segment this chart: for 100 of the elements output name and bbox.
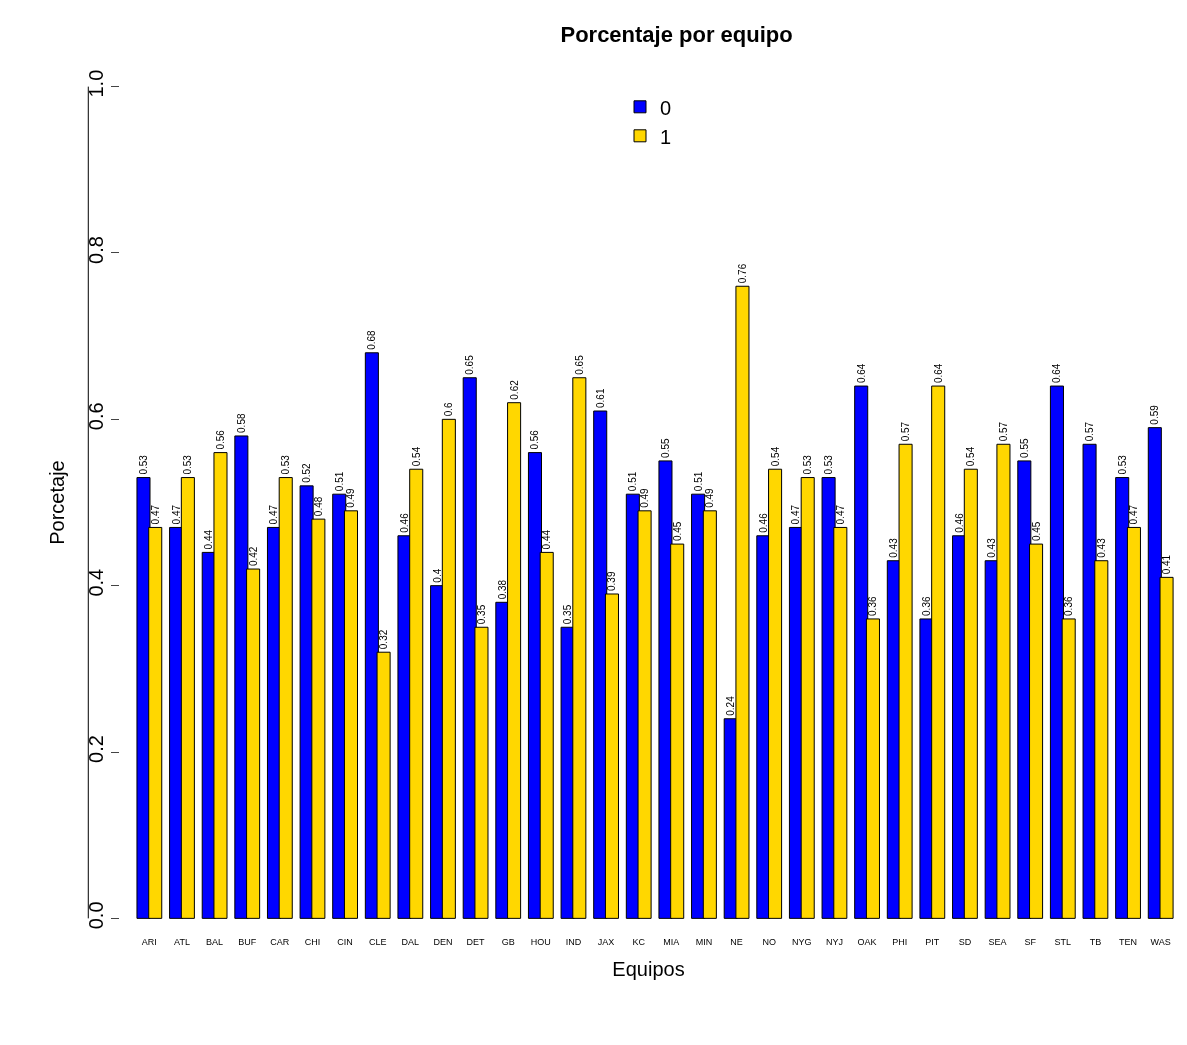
data-label: 0.57 bbox=[1084, 421, 1096, 442]
x-tick-label: STL bbox=[1054, 937, 1072, 947]
data-label: 0.49 bbox=[345, 487, 357, 508]
data-label: 0.53 bbox=[823, 454, 835, 475]
x-tick-label: ARI bbox=[141, 937, 157, 947]
y-axis-title: Porcetaje bbox=[45, 460, 68, 545]
x-tick-label: PIT bbox=[925, 937, 940, 947]
x-tick-label: NYJ bbox=[825, 937, 843, 947]
data-label: 0.47 bbox=[170, 504, 182, 525]
x-tick-label: BUF bbox=[238, 937, 257, 947]
legend-label: 0 bbox=[660, 96, 672, 119]
data-label: 0.53 bbox=[802, 454, 814, 475]
x-tick-label: KC bbox=[632, 937, 646, 947]
data-label: 0.58 bbox=[235, 413, 247, 433]
data-label: 0.57 bbox=[900, 421, 912, 442]
y-tick-label: 0.4 bbox=[85, 568, 107, 597]
data-label: 0.42 bbox=[247, 546, 259, 567]
x-tick-label: CAR bbox=[270, 937, 290, 947]
x-tick-label: JAX bbox=[597, 937, 615, 947]
chart-title: Porcentaje por equipo bbox=[560, 21, 793, 47]
data-label: 0.46 bbox=[953, 512, 965, 533]
y-tick-label: 0.8 bbox=[85, 236, 107, 264]
data-label: 0.44 bbox=[203, 529, 215, 550]
data-label: 0.65 bbox=[573, 354, 585, 375]
data-label: 0.39 bbox=[606, 571, 618, 591]
data-label: 0.64 bbox=[1051, 363, 1063, 384]
data-label: 0.59 bbox=[1149, 404, 1161, 425]
data-label: 0.52 bbox=[301, 462, 313, 483]
x-tick-label: HOU bbox=[530, 937, 551, 947]
x-tick-label: NO bbox=[762, 937, 776, 947]
data-label: 0.53 bbox=[1116, 454, 1128, 475]
data-label: 0.53 bbox=[280, 454, 292, 475]
x-tick-label: CIN bbox=[337, 937, 353, 947]
data-label: 0.68 bbox=[366, 329, 378, 350]
x-tick-label: ATL bbox=[174, 937, 190, 947]
y-tick-label: 0.6 bbox=[85, 402, 107, 431]
x-tick-label: PHI bbox=[892, 937, 908, 947]
data-label: 0.49 bbox=[639, 487, 651, 508]
data-label: 0.47 bbox=[149, 504, 161, 525]
y-tick-label: 0.2 bbox=[85, 735, 107, 763]
data-label: 0.43 bbox=[986, 537, 998, 558]
data-label: 0.36 bbox=[920, 596, 932, 616]
data-label: 0.24 bbox=[725, 695, 737, 716]
x-tick-label: BAL bbox=[206, 937, 224, 947]
data-label: 0.64 bbox=[855, 363, 867, 384]
data-label: 0.44 bbox=[541, 529, 553, 550]
data-label: 0.54 bbox=[769, 446, 781, 467]
x-tick-label: SEA bbox=[988, 937, 1007, 947]
x-tick-label: NYG bbox=[792, 937, 812, 947]
data-label: 0.4 bbox=[431, 568, 443, 583]
data-label: 0.57 bbox=[997, 421, 1009, 442]
data-label: 0.51 bbox=[692, 471, 704, 492]
data-label: 0.76 bbox=[736, 263, 748, 284]
x-tick-label: SD bbox=[958, 937, 972, 947]
x-tick-label: OAK bbox=[857, 937, 877, 947]
data-label: 0.62 bbox=[508, 379, 520, 400]
data-label: 0.65 bbox=[464, 354, 476, 375]
x-tick-label: NE bbox=[730, 937, 743, 947]
x-tick-label: IND bbox=[565, 937, 582, 947]
x-tick-label: TB bbox=[1089, 937, 1102, 947]
y-tick-label: 0.0 bbox=[85, 901, 107, 930]
x-tick-label: MIN bbox=[695, 937, 713, 947]
data-label: 0.43 bbox=[888, 537, 900, 558]
data-label: 0.47 bbox=[1128, 504, 1140, 525]
data-label: 0.36 bbox=[1063, 596, 1075, 616]
x-tick-label: CHI bbox=[304, 937, 321, 947]
x-axis-title: Equipos bbox=[612, 957, 685, 980]
data-label: 0.56 bbox=[529, 429, 541, 450]
data-label: 0.55 bbox=[1018, 438, 1030, 458]
data-label: 0.32 bbox=[378, 629, 390, 650]
data-label: 0.41 bbox=[1161, 554, 1173, 575]
data-label: 0.35 bbox=[475, 604, 487, 625]
data-label: 0.35 bbox=[562, 604, 574, 625]
data-label: 0.53 bbox=[182, 454, 194, 475]
data-label: 0.47 bbox=[268, 504, 280, 525]
data-label: 0.53 bbox=[137, 454, 149, 475]
data-label: 0.45 bbox=[1030, 521, 1042, 542]
data-label: 0.36 bbox=[867, 596, 879, 616]
data-label: 0.51 bbox=[333, 471, 345, 492]
data-label: 0.54 bbox=[965, 446, 977, 467]
x-tick-label: SF bbox=[1024, 937, 1037, 947]
data-label: 0.6 bbox=[443, 401, 455, 417]
x-tick-label: GB bbox=[501, 937, 515, 947]
x-tick-label: TEN bbox=[1119, 937, 1138, 947]
data-label: 0.49 bbox=[704, 487, 716, 508]
x-tick-label: CLE bbox=[368, 937, 387, 947]
y-tick-label: 1.0 bbox=[85, 69, 107, 98]
data-label: 0.55 bbox=[659, 438, 671, 458]
data-label: 0.43 bbox=[1095, 537, 1107, 558]
data-label: 0.51 bbox=[627, 471, 639, 492]
x-tick-label: MIA bbox=[663, 937, 680, 947]
x-tick-label: DET bbox=[466, 937, 486, 947]
data-label: 0.46 bbox=[398, 512, 410, 533]
data-label: 0.54 bbox=[410, 446, 422, 467]
data-label: 0.47 bbox=[834, 504, 846, 525]
data-label: 0.48 bbox=[312, 496, 324, 517]
data-label: 0.38 bbox=[496, 579, 508, 600]
data-label: 0.47 bbox=[790, 504, 802, 525]
data-label: 0.46 bbox=[757, 512, 769, 533]
data-label: 0.64 bbox=[932, 363, 944, 384]
